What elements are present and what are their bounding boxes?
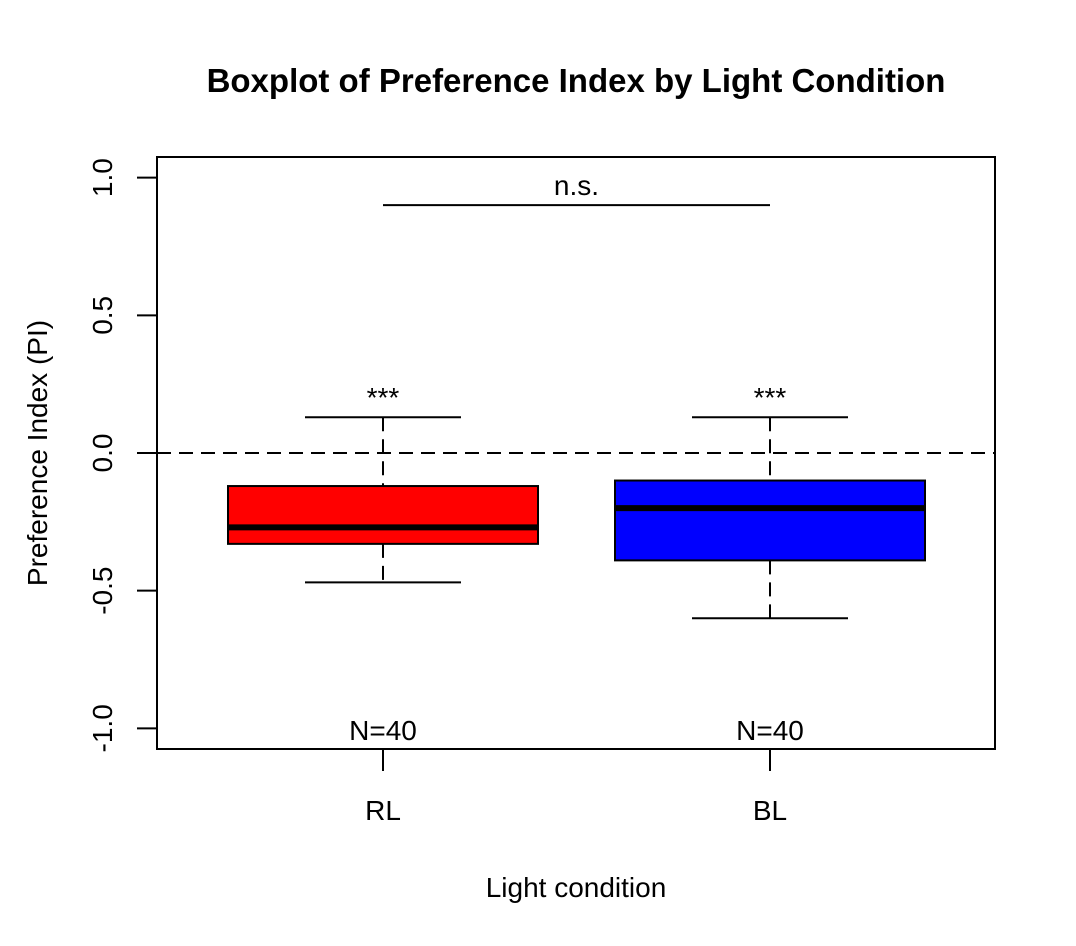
sample-size-label: N=40 bbox=[349, 715, 417, 746]
comparison-label: n.s. bbox=[554, 170, 599, 201]
sample-size-label: N=40 bbox=[736, 715, 804, 746]
significance-stars: *** bbox=[367, 382, 400, 413]
x-tick-label: RL bbox=[365, 795, 401, 826]
y-tick-label: -0.5 bbox=[87, 567, 118, 615]
box-RL bbox=[227, 485, 539, 545]
box-BL bbox=[614, 479, 926, 562]
y-tick-label: -1.0 bbox=[87, 704, 118, 752]
significance-stars: *** bbox=[754, 382, 787, 413]
plot-area: -1.0 -0.5 0.0 0.5 1.0 RL *** N=40 BL *** N=40 n.s. bbox=[87, 156, 996, 826]
chart-title: Boxplot of Preference Index by Light Con… bbox=[207, 62, 946, 99]
y-tick-label: 1.0 bbox=[87, 158, 118, 197]
y-tick-label: 0.0 bbox=[87, 434, 118, 473]
y-tick-label: 0.5 bbox=[87, 296, 118, 335]
y-axis-label: Preference Index (PI) bbox=[22, 320, 53, 586]
x-tick-label: BL bbox=[753, 795, 787, 826]
x-axis-label: Light condition bbox=[486, 872, 667, 903]
